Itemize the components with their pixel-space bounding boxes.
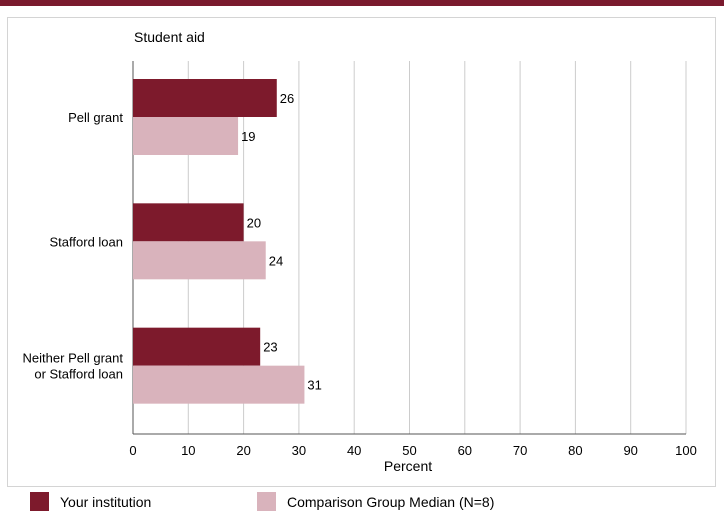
label-group: 0 10 20 30 40 50 60 70 80 90 100 26 19 Pell grant 20 24… <box>23 91 697 458</box>
bar <box>133 365 305 404</box>
data-label: 24 <box>269 253 283 268</box>
legend-label: Comparison Group Median (N=8) <box>287 493 495 510</box>
top-accent-bar <box>0 0 724 6</box>
legend-label: Your institution <box>60 493 152 510</box>
data-label: 26 <box>280 91 294 106</box>
chart-title: Student aid <box>134 29 205 45</box>
x-tick-label: 70 <box>513 443 527 458</box>
x-tick-label: 0 <box>129 443 136 458</box>
x-tick-label: 100 <box>675 443 697 458</box>
x-tick-label: 60 <box>458 443 472 458</box>
x-tick-label: 20 <box>236 443 250 458</box>
legend: Your institution Comparison Group Median… <box>0 492 724 514</box>
student-aid-chart: 0 10 20 30 40 50 60 70 80 90 100 26 19 Pell grant 20 24… <box>23 29 697 474</box>
bar <box>133 203 244 242</box>
legend-swatch <box>257 492 276 511</box>
x-tick-label: 40 <box>347 443 361 458</box>
x-tick-label: 50 <box>402 443 416 458</box>
data-label: 31 <box>307 378 321 393</box>
bar <box>133 117 239 155</box>
data-label: 20 <box>247 215 261 230</box>
x-tick-label: 80 <box>568 443 582 458</box>
bar <box>133 241 266 280</box>
x-tick-label: 10 <box>181 443 195 458</box>
bar-group <box>133 79 305 404</box>
data-label: 19 <box>241 129 255 144</box>
category-label: Neither Pell grant or Stafford loan <box>23 351 124 382</box>
category-label: Pell grant <box>68 110 123 125</box>
x-tick-label: 30 <box>292 443 306 458</box>
legend-item-your-institution: Your institution <box>30 492 151 511</box>
x-axis-title: Percent <box>384 458 432 474</box>
bar <box>133 79 277 117</box>
x-tick-label: 90 <box>623 443 637 458</box>
category-label: Stafford loan <box>50 234 123 249</box>
bar <box>133 327 261 366</box>
chart-panel <box>7 17 716 487</box>
legend-swatch <box>30 492 49 511</box>
data-label: 23 <box>263 340 277 355</box>
legend-item-comparison-group: Comparison Group Median (N=8) <box>257 492 494 511</box>
